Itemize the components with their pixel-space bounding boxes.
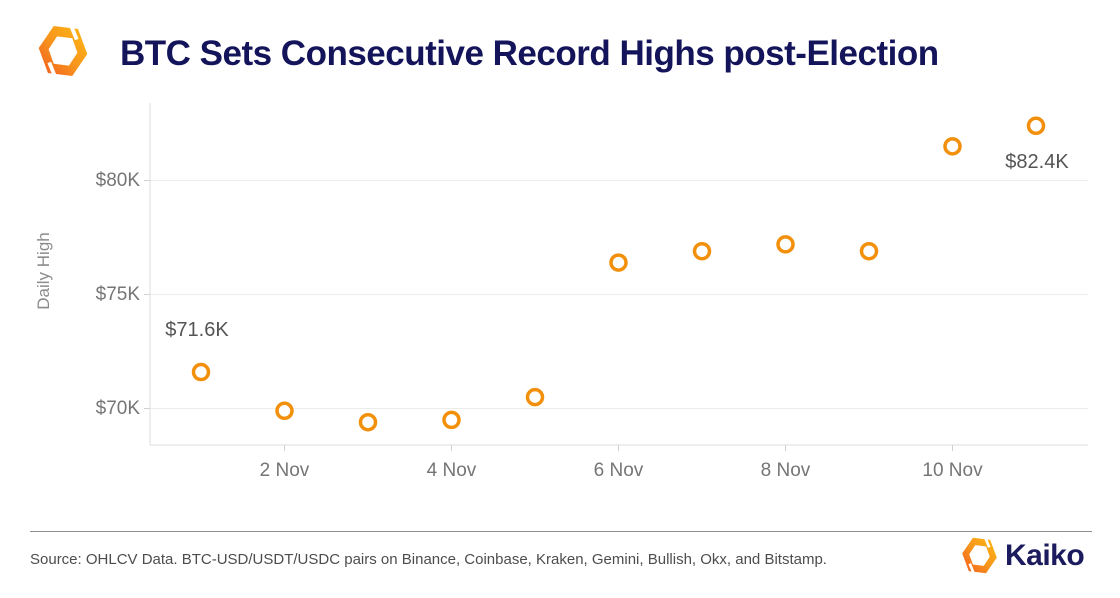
page-title: BTC Sets Consecutive Record Highs post-E…	[120, 34, 939, 73]
data-point-marker	[442, 410, 461, 430]
kaiko-wordmark: Kaiko	[1005, 538, 1085, 572]
annotation-label: $71.6K	[165, 319, 229, 341]
kaiko-brand: Kaiko	[961, 535, 1085, 576]
data-point-marker	[525, 387, 545, 407]
data-point-marker	[1026, 116, 1046, 136]
x-tick-label: 2 Nov	[260, 460, 310, 481]
data-point-marker	[859, 241, 879, 261]
data-point-marker	[943, 137, 962, 156]
y-axis-title: Daily High	[34, 232, 53, 309]
y-tick-label: $75K	[96, 284, 141, 305]
annotation-label: $82.4K	[1005, 151, 1069, 173]
data-point-marker	[275, 401, 294, 421]
kaiko-logo-hexagon	[38, 24, 88, 78]
data-point-marker	[191, 362, 211, 382]
x-tick-label: 4 Nov	[427, 460, 477, 481]
y-tick-label: $70K	[96, 398, 141, 419]
kaiko-logo-icon-small	[962, 536, 997, 575]
x-tick-label: 10 Nov	[922, 460, 983, 481]
data-point-marker	[776, 235, 795, 254]
data-point-marker	[692, 241, 712, 261]
data-point-marker	[358, 412, 378, 432]
footer-divider	[30, 531, 1092, 532]
y-tick-label: $80K	[96, 170, 141, 191]
kaiko-logo-icon	[38, 24, 88, 78]
source-text: Source: OHLCV Data. BTC-USD/USDT/USDC pa…	[30, 551, 827, 568]
x-tick-label: 8 Nov	[761, 460, 811, 481]
x-tick-label: 6 Nov	[594, 460, 644, 481]
data-point-marker	[609, 253, 628, 272]
